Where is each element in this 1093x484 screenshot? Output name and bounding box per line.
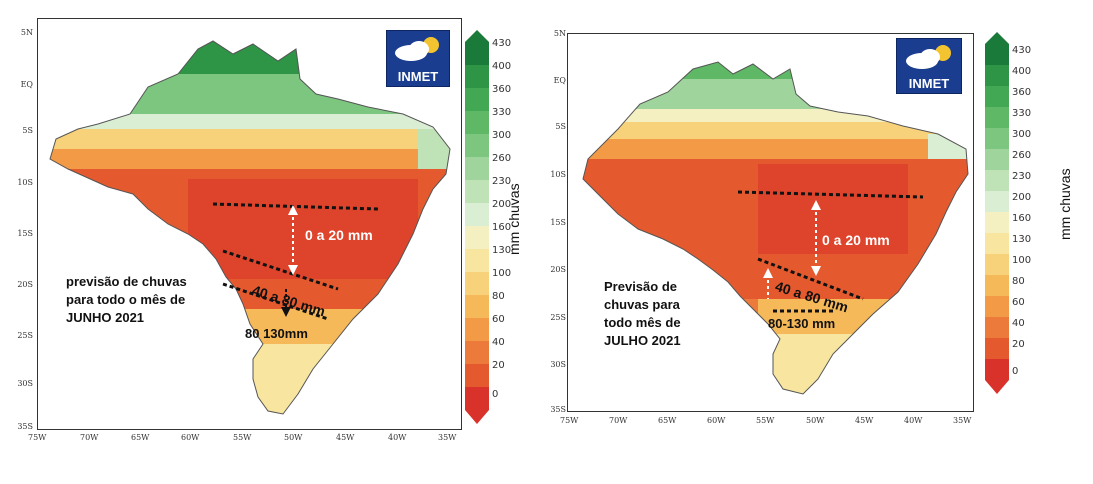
- colorbar-label: 430: [1012, 45, 1032, 56]
- colorbar-label: 60: [492, 314, 505, 325]
- lat-tick: 15S: [550, 218, 566, 227]
- lon-tick: 40W: [388, 433, 407, 442]
- lon-tick: 45W: [855, 416, 874, 425]
- colorbar: [465, 30, 489, 424]
- map-panel-june: 5N EQ 5S 10S 15S 20S 25S 30S 35S 75W 70W…: [0, 0, 522, 484]
- lon-tick: 60W: [707, 416, 726, 425]
- lon-tick: 70W: [80, 433, 99, 442]
- colorbar-label: 260: [492, 153, 512, 164]
- colorbar-label: 20: [492, 360, 505, 371]
- map-frame: [567, 33, 974, 412]
- lon-tick: 65W: [658, 416, 677, 425]
- lon-tick: 55W: [756, 416, 775, 425]
- forecast-note: previsão de chuvas para todo o mês de JU…: [66, 273, 187, 327]
- colorbar: [985, 32, 1009, 394]
- colorbar-label: 130: [492, 245, 512, 256]
- colorbar-label: 300: [492, 130, 512, 141]
- colorbar-label: 400: [1012, 66, 1032, 77]
- colorbar-label: 200: [1012, 192, 1032, 203]
- colorbar-label: 360: [492, 84, 512, 95]
- colorbar-label: 100: [1012, 255, 1032, 266]
- inmet-logo: INMET: [386, 30, 450, 87]
- colorbar-label: 360: [1012, 87, 1032, 98]
- cloud-sun-icon: [395, 37, 439, 61]
- lat-tick: 25S: [17, 331, 33, 340]
- note-line: previsão de chuvas: [66, 274, 187, 289]
- lat-tick: 20S: [17, 280, 33, 289]
- lon-tick: 50W: [284, 433, 303, 442]
- lon-tick: 45W: [336, 433, 355, 442]
- lat-tick: 10S: [17, 178, 33, 187]
- logo-text: INMET: [397, 69, 439, 84]
- colorbar-label: 160: [492, 222, 512, 233]
- lon-tick: 35W: [953, 416, 972, 425]
- lon-tick: 35W: [438, 433, 457, 442]
- colorbar-label: 330: [492, 107, 512, 118]
- colorbar-label: 20: [1012, 339, 1025, 350]
- note-line: todo mês de: [604, 315, 681, 330]
- lon-tick: 55W: [233, 433, 252, 442]
- lat-tick: 25S: [550, 313, 566, 322]
- colorbar-label: 80: [1012, 276, 1025, 287]
- lat-tick: 5N: [20, 28, 33, 37]
- logo-text: INMET: [908, 76, 950, 91]
- colorbar-label: 130: [1012, 234, 1032, 245]
- colorbar-label: 230: [492, 176, 512, 187]
- colorbar-label: 160: [1012, 213, 1032, 224]
- note-line: Previsão de: [604, 279, 677, 294]
- lat-tick: 5N: [553, 29, 566, 38]
- lon-tick: 70W: [609, 416, 628, 425]
- zone-a-label: 0 a 20 mm: [822, 232, 890, 248]
- colorbar-label: 0: [1012, 366, 1019, 377]
- lon-tick: 60W: [181, 433, 200, 442]
- colorbar-label: 40: [492, 337, 505, 348]
- rainfall-map: [49, 40, 451, 415]
- lon-tick: 40W: [904, 416, 923, 425]
- unit-label: mm chuvas: [506, 183, 522, 255]
- note-line: para todo o mês de: [66, 292, 186, 307]
- lat-tick: 35S: [550, 405, 566, 414]
- lat-tick: 30S: [550, 360, 566, 369]
- lat-tick: 15S: [17, 229, 33, 238]
- colorbar-label: 330: [1012, 108, 1032, 119]
- lat-tick: 5S: [22, 126, 33, 135]
- colorbar-label: 60: [1012, 297, 1025, 308]
- zone-c-label: 80-130 mm: [768, 316, 836, 331]
- lat-tick: 20S: [550, 265, 566, 274]
- colorbar-label: 430: [492, 38, 512, 49]
- lon-tick: 75W: [28, 433, 47, 442]
- lon-tick: 75W: [560, 416, 579, 425]
- colorbar-label: 400: [492, 61, 512, 72]
- lat-tick: EQ: [20, 80, 33, 89]
- colorbar-label: 100: [492, 268, 512, 279]
- zone-c-label: 80 130mm: [245, 326, 308, 341]
- lon-tick: 65W: [131, 433, 150, 442]
- forecast-note: Previsão de chuvas para todo mês de JULH…: [604, 278, 681, 350]
- colorbar-label: 300: [1012, 129, 1032, 140]
- lat-tick: 10S: [550, 170, 566, 179]
- unit-label: mm chuvas: [1057, 168, 1073, 240]
- cloud-sun-icon: [906, 45, 951, 69]
- lat-tick: 30S: [17, 379, 33, 388]
- colorbar-label: 230: [1012, 171, 1032, 182]
- inmet-logo: INMET: [896, 38, 962, 94]
- colorbar-label: 40: [1012, 318, 1025, 329]
- lat-tick: EQ: [553, 76, 566, 85]
- lon-tick: 50W: [806, 416, 825, 425]
- colorbar-label: 80: [492, 291, 505, 302]
- colorbar-label: 260: [1012, 150, 1032, 161]
- zone-a-label: 0 a 20 mm: [305, 227, 373, 243]
- note-line: JUNHO 2021: [66, 310, 145, 325]
- colorbar-label: 0: [492, 389, 499, 400]
- note-line: chuvas para: [604, 297, 680, 312]
- colorbar-label: 200: [492, 199, 512, 210]
- lat-tick: 35S: [17, 422, 33, 431]
- rainfall-map: [582, 61, 969, 395]
- map-panel-july: 5N EQ 5S 10S 15S 20S 25S 30S 35S 75W 70W…: [540, 0, 1093, 484]
- note-line: JULHO 2021: [604, 333, 681, 348]
- lat-tick: 5S: [555, 122, 566, 131]
